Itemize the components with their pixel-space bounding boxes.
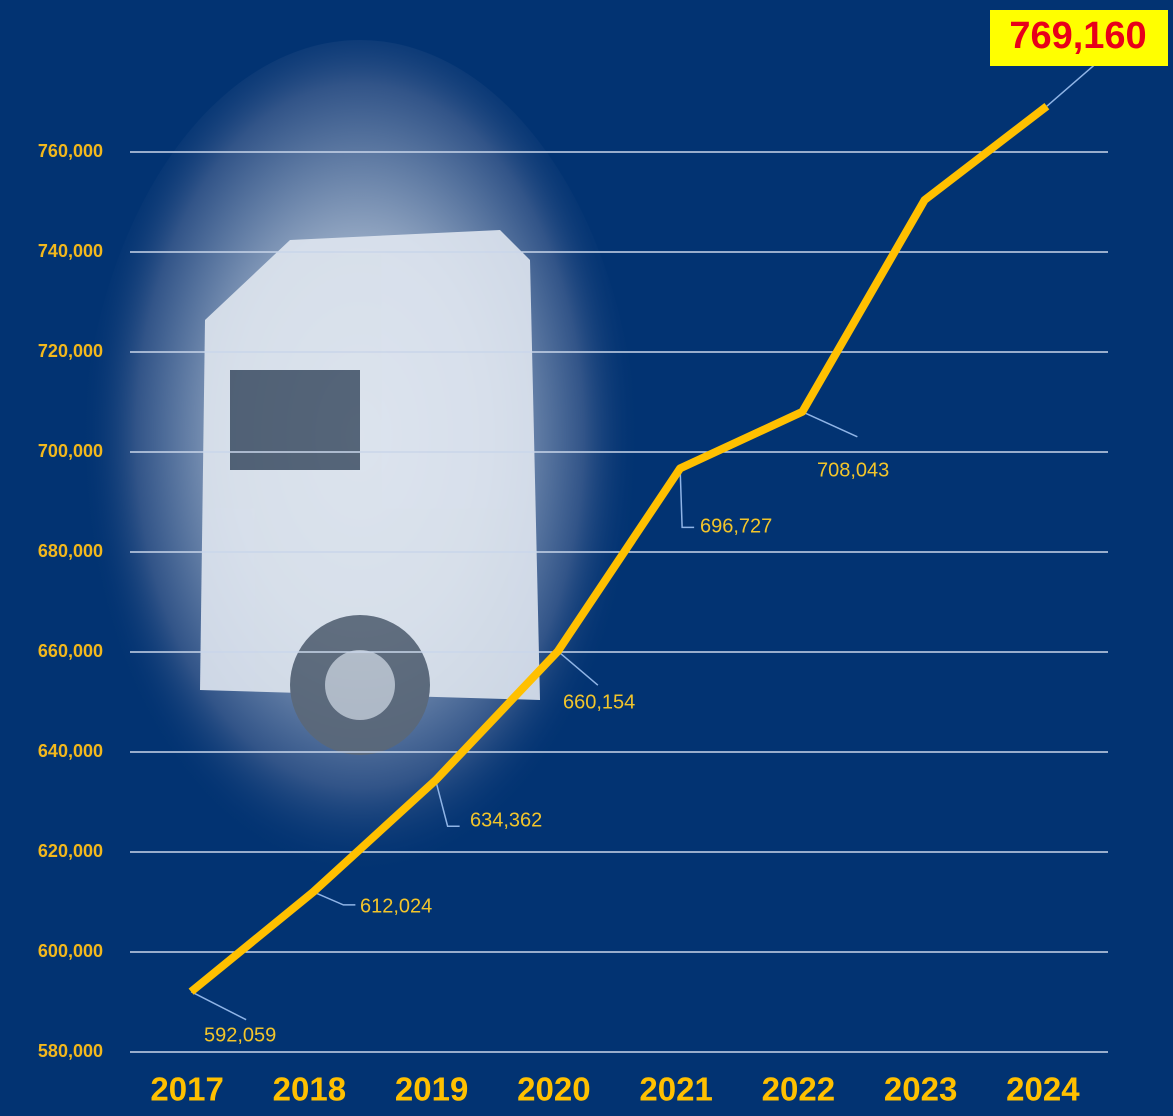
value-label: 634,362: [470, 809, 542, 831]
value-label: 696,727: [700, 515, 772, 537]
y-tick-label: 620,000: [38, 841, 103, 861]
y-tick-label: 720,000: [38, 341, 103, 361]
x-tick-label: 2020: [517, 1071, 590, 1108]
x-tick-label: 2019: [395, 1071, 468, 1108]
y-tick-label: 600,000: [38, 941, 103, 961]
value-label: 708,043: [817, 459, 889, 481]
value-label: 769,160: [1009, 15, 1146, 57]
value-label: 660,154: [563, 691, 635, 713]
y-tick-label: 580,000: [38, 1041, 103, 1061]
y-tick-label: 680,000: [38, 541, 103, 561]
y-tick-label: 660,000: [38, 641, 103, 661]
truck-shape: [200, 230, 540, 755]
x-tick-label: 2017: [150, 1071, 223, 1108]
y-tick-label: 760,000: [38, 141, 103, 161]
x-tick-label: 2022: [762, 1071, 835, 1108]
x-tick-label: 2021: [639, 1071, 712, 1108]
x-tick-label: 2023: [884, 1071, 957, 1108]
value-label: 612,024: [360, 895, 432, 917]
value-label: 592,059: [204, 1024, 276, 1046]
x-tick-label: 2024: [1006, 1071, 1080, 1108]
chart: 580,000 600,000 620,000 640,000 660,000 680,0…: [0, 0, 1173, 1116]
y-tick-label: 700,000: [38, 441, 103, 461]
y-tick-label: 740,000: [38, 241, 103, 261]
x-tick-label: 2018: [273, 1071, 346, 1108]
y-tick-label: 640,000: [38, 741, 103, 761]
